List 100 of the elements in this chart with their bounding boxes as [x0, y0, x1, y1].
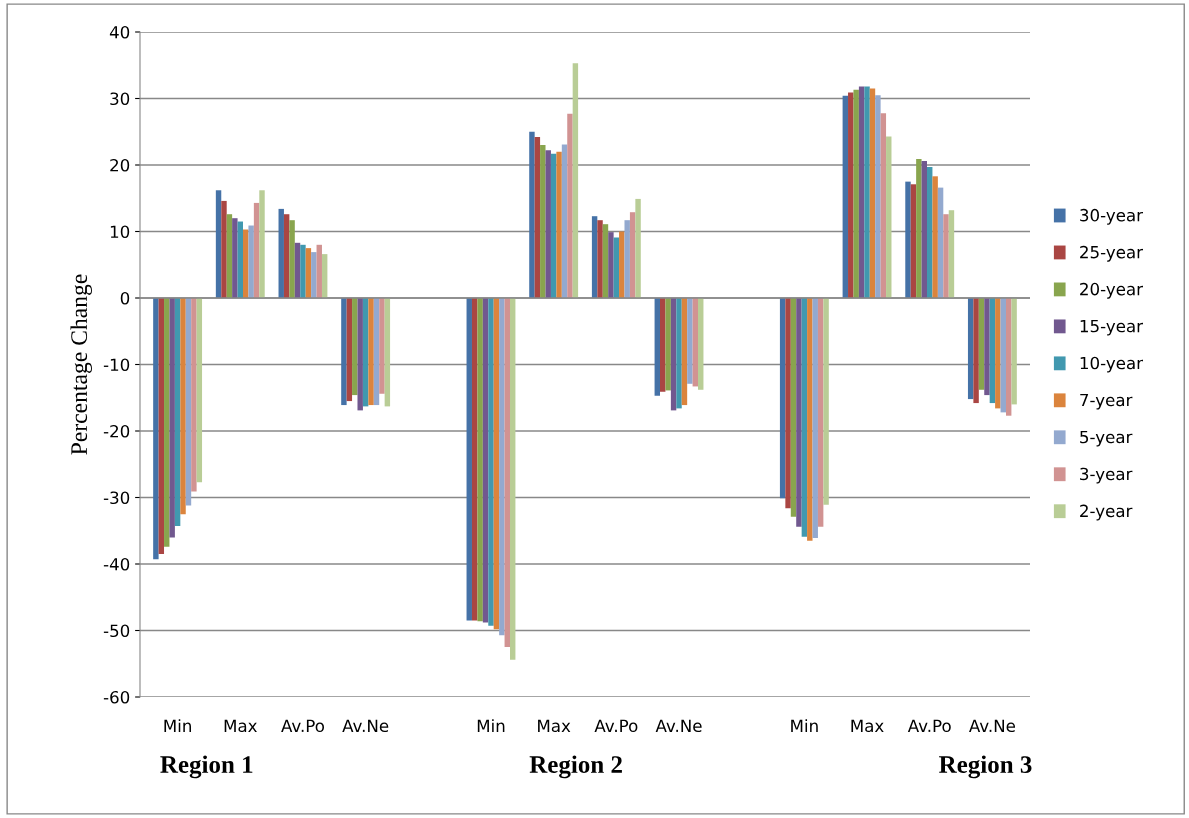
bar [1011, 298, 1017, 405]
bar [153, 298, 159, 560]
y-tick-label: -10 [103, 358, 130, 372]
bar [572, 63, 579, 298]
y-tick-label: 40 [109, 25, 130, 39]
x-tick-label: Av.Po [594, 719, 638, 733]
bar [300, 244, 306, 298]
legend-label: 5-year [1080, 430, 1133, 447]
y-tick-label: -20 [103, 424, 130, 438]
bar [567, 113, 573, 298]
legend-label: 3-year [1080, 467, 1133, 484]
bar [174, 298, 181, 527]
y-tick-label: -50 [103, 624, 130, 638]
x-tick-label: Max [851, 719, 884, 733]
bar [346, 298, 353, 402]
x-tick-label: Av.Ne [969, 719, 1016, 733]
bar [504, 298, 510, 648]
bar [321, 254, 328, 298]
bar [368, 298, 374, 406]
bar [624, 220, 630, 298]
bar [294, 242, 301, 298]
bar [373, 298, 380, 406]
bar [164, 298, 170, 547]
x-tick-label: Av.Ne [655, 719, 702, 733]
bar [289, 220, 295, 298]
bar [232, 218, 238, 298]
bar [477, 298, 483, 622]
bar [927, 166, 933, 298]
bar [253, 202, 260, 298]
bar [869, 88, 876, 298]
bar [692, 298, 699, 387]
bar [629, 212, 636, 298]
bar [550, 153, 557, 298]
legend-label: 20-year [1080, 282, 1144, 299]
bar [812, 298, 818, 539]
bar [597, 220, 603, 298]
bar [311, 252, 317, 298]
bar [858, 86, 865, 298]
bar [608, 232, 614, 298]
bar [278, 208, 284, 298]
bar [886, 136, 892, 298]
bar [602, 224, 609, 298]
bar [316, 244, 322, 298]
bar [352, 298, 358, 396]
bar [654, 298, 660, 396]
bar [807, 298, 813, 541]
bar [466, 298, 472, 621]
bar [796, 298, 802, 527]
bar [973, 298, 979, 404]
bar [921, 161, 927, 298]
bar [545, 150, 551, 298]
x-tick-label: Av.Po [281, 719, 325, 733]
bar [880, 113, 887, 298]
bar [937, 187, 944, 298]
y-tick-label: -40 [103, 557, 130, 571]
legend-label: 10-year [1080, 356, 1144, 373]
x-tick-label: Min [791, 719, 818, 732]
bar [248, 225, 254, 298]
bar [916, 159, 922, 298]
legend-label: 25-year [1080, 245, 1144, 262]
bar [357, 298, 363, 411]
bar [243, 229, 249, 298]
bar [943, 214, 949, 298]
y-tick-label: 30 [110, 92, 130, 106]
bar [790, 298, 797, 517]
legend-label: 15-year [1080, 319, 1144, 336]
bar [305, 248, 312, 298]
x-tick-label: Min [164, 719, 191, 732]
x-tick-label: Min [477, 719, 505, 732]
bar [681, 298, 688, 406]
bar [493, 298, 500, 630]
bar [185, 298, 192, 506]
bar [158, 298, 165, 555]
bar [967, 298, 974, 400]
bar [905, 181, 911, 298]
bar [665, 298, 671, 391]
bar [341, 298, 347, 406]
bar [196, 298, 203, 483]
bar [676, 298, 682, 409]
bar [591, 216, 598, 298]
text: Region 2 [529, 755, 622, 779]
text: Region 1 [160, 755, 253, 779]
bar [283, 214, 290, 298]
bar [180, 298, 186, 515]
bar [989, 298, 996, 404]
bar [801, 298, 808, 537]
bar [215, 190, 222, 298]
bar [384, 298, 391, 407]
bar [848, 92, 854, 298]
bar [995, 298, 1001, 409]
bar [259, 190, 265, 298]
bar [482, 298, 489, 623]
bar [561, 144, 568, 298]
bar [1005, 298, 1012, 416]
bar [864, 86, 870, 298]
bar [635, 198, 641, 298]
bar [948, 210, 955, 298]
y-tick-label: 0 [120, 291, 130, 305]
bar [660, 298, 666, 392]
bar [853, 89, 859, 298]
